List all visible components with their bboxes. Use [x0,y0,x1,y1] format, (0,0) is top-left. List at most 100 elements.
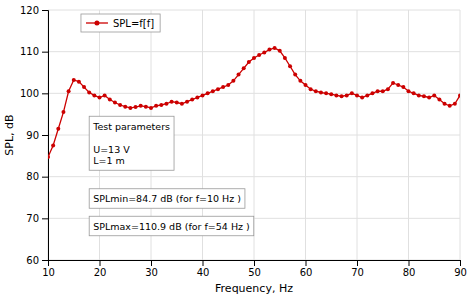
point [67,89,71,93]
point [376,89,380,93]
point [432,93,436,97]
tick-label: 40 [197,267,210,278]
point [195,96,199,100]
point [437,98,441,102]
legend-box [81,14,160,32]
x-axis: 10 20 30 40 50 60 70 80 90 [42,260,467,278]
point [370,91,374,95]
annotation-text: SPLmin=84.7 dB (for f=10 Hz ) [93,193,241,204]
point [396,83,400,87]
point [247,60,251,64]
point [211,89,215,93]
point [422,94,426,98]
legend-label: SPL=f[f] [113,18,154,29]
tick: 80 [26,171,48,182]
point [175,101,179,105]
point [108,98,112,102]
tick: 90 [454,260,467,278]
grid-line [48,10,460,11]
point [334,93,338,97]
tick-label: 80 [403,267,416,278]
point [453,102,457,106]
point [386,87,390,91]
legend-marker [94,21,99,26]
tick-label: 70 [351,267,364,278]
point [412,91,416,95]
legend: SPL=f[f] [81,14,160,32]
point [314,89,318,93]
point [360,96,364,100]
annotations: Test parametersU=13 VL=1 m SPLmin=84.7 dB… [89,116,254,236]
annotation-box [89,189,245,209]
point [82,85,86,89]
point [427,96,431,100]
tick-label: 10 [42,267,55,278]
tick: 40 [197,260,210,278]
point [345,93,349,97]
point [319,91,323,95]
grid-line [48,51,460,52]
point [149,106,153,110]
tick-label: 120 [20,5,39,16]
point [329,92,333,96]
point [407,89,411,93]
point [298,79,302,83]
point [61,110,65,114]
point [221,85,225,89]
point [118,103,122,107]
point [443,102,447,106]
tick: 120 [20,5,48,16]
point [226,83,230,87]
point [309,87,313,91]
point [144,105,148,109]
point [273,46,277,50]
axis-line [42,11,49,261]
point [267,48,271,52]
point [340,94,344,98]
tick-label: 60 [300,267,313,278]
tick-mark [203,260,204,266]
chart: 10 20 30 40 50 60 70 80 9060 70 80 90 100 110 120 Test … [0,0,474,298]
tick-label: 50 [248,267,261,278]
tick: 70 [26,213,48,224]
point [257,53,261,57]
tick: 20 [94,260,107,278]
x-axis-title: Frequency, Hz [215,282,293,295]
point [278,49,282,53]
tick-label: 110 [20,46,39,57]
tick: 70 [351,260,364,278]
point [154,104,158,108]
tick: 100 [20,88,48,99]
tick: 60 [300,260,313,278]
point [401,85,405,89]
grid-line [48,176,460,177]
point [128,106,132,110]
point [134,105,138,109]
annotation: Test parametersU=13 VL=1 m [89,116,174,170]
point [185,100,189,104]
point [170,100,174,104]
point [48,155,50,159]
tick-label: 20 [94,267,107,278]
point [92,93,96,97]
grid [48,10,460,260]
tick-label: 60 [26,255,39,266]
point [458,93,460,97]
tick-label: 90 [454,267,467,278]
tick-mark [42,135,48,136]
tick-label: 70 [26,213,39,224]
point [283,56,287,60]
point [304,83,308,87]
point [324,91,328,95]
tick-mark [254,260,255,266]
point [206,91,210,95]
tick-mark [460,260,461,266]
annotation-text: U=13 V [93,144,130,155]
tick-mark [151,260,152,266]
tick: 10 [42,260,55,278]
point [201,93,205,97]
grid-line [48,93,460,94]
tick-label: 80 [26,171,39,182]
point [288,64,292,68]
tick-label: 30 [145,267,158,278]
